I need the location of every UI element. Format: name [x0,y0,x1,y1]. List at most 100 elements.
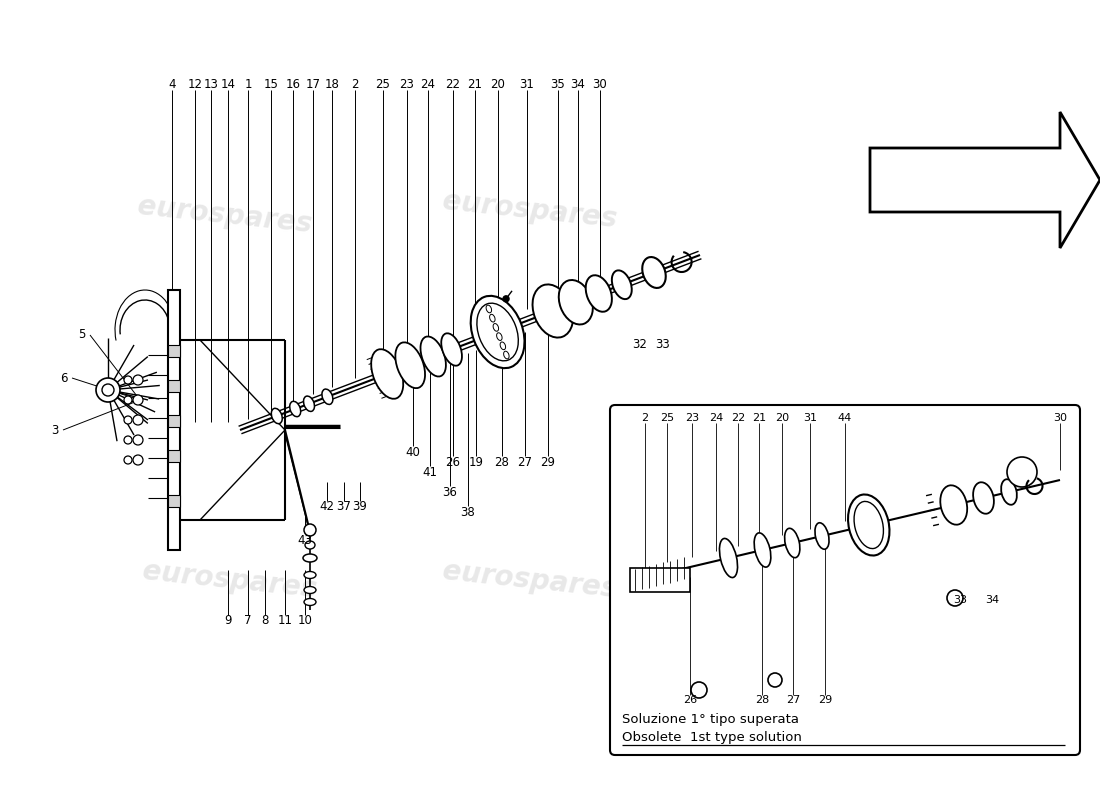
Circle shape [133,375,143,385]
Text: 22: 22 [730,413,745,423]
Text: 36: 36 [442,486,458,498]
Text: Obsolete  1st type solution: Obsolete 1st type solution [621,731,802,745]
Text: 20: 20 [491,78,505,91]
Polygon shape [870,112,1100,248]
Text: 19: 19 [469,455,484,469]
Text: eurospares: eurospares [441,187,618,233]
Ellipse shape [940,486,967,525]
Ellipse shape [815,522,829,550]
FancyBboxPatch shape [610,405,1080,755]
Text: 1: 1 [244,78,252,91]
Bar [630,568,690,592]
Text: 20: 20 [774,413,789,423]
Text: 31: 31 [519,78,535,91]
Text: 26: 26 [446,455,461,469]
Text: 37: 37 [337,501,351,514]
Circle shape [133,435,143,445]
Bar [168,380,180,392]
Text: 29: 29 [818,695,832,705]
Text: 3: 3 [52,423,58,437]
Ellipse shape [784,528,800,558]
Text: 43: 43 [298,534,312,546]
Text: 38: 38 [461,506,475,518]
Text: 44: 44 [838,413,853,423]
Circle shape [133,395,143,405]
Text: 8: 8 [262,614,268,626]
Circle shape [124,436,132,444]
Ellipse shape [305,541,315,549]
Text: 17: 17 [306,78,320,91]
Ellipse shape [504,351,509,359]
Text: 24: 24 [420,78,436,91]
Ellipse shape [974,482,994,514]
Text: 6: 6 [60,371,68,385]
Ellipse shape [395,342,425,388]
Text: 24: 24 [708,413,723,423]
Ellipse shape [493,323,498,331]
Ellipse shape [755,533,771,567]
Text: 30: 30 [1053,413,1067,423]
Text: 15: 15 [264,78,278,91]
Text: 27: 27 [785,695,800,705]
Ellipse shape [642,257,666,288]
Ellipse shape [1001,479,1016,505]
Text: 25: 25 [375,78,390,91]
Text: 14: 14 [220,78,235,91]
Text: 33: 33 [953,595,967,605]
Text: 9: 9 [224,614,232,626]
Text: 16: 16 [286,78,300,91]
Text: 28: 28 [495,455,509,469]
Circle shape [124,376,132,384]
Ellipse shape [304,571,316,578]
Ellipse shape [486,305,492,313]
Text: 10: 10 [298,614,312,626]
Text: 33: 33 [656,338,670,351]
Bar [168,450,180,462]
Text: 2: 2 [641,413,649,423]
Ellipse shape [420,337,446,377]
Circle shape [947,590,962,606]
Ellipse shape [559,280,593,325]
Text: 40: 40 [406,446,420,458]
Text: 11: 11 [277,614,293,626]
Circle shape [133,455,143,465]
Text: 23: 23 [399,78,415,91]
Text: 34: 34 [984,595,999,605]
Text: 12: 12 [187,78,202,91]
Text: 32: 32 [632,338,648,351]
Text: 30: 30 [593,78,607,91]
Text: 4: 4 [168,78,176,91]
Text: 7: 7 [244,614,252,626]
Circle shape [768,673,782,687]
Ellipse shape [848,494,890,555]
Circle shape [124,456,132,464]
Ellipse shape [719,538,737,578]
Ellipse shape [272,408,283,424]
Text: 31: 31 [803,413,817,423]
Text: 29: 29 [540,455,556,469]
Ellipse shape [490,314,495,322]
Circle shape [503,296,509,302]
Text: eurospares: eurospares [136,192,314,238]
Text: 27: 27 [517,455,532,469]
Text: eurospares: eurospares [141,557,319,603]
Bar [168,415,180,427]
Ellipse shape [854,502,883,549]
Ellipse shape [585,275,612,312]
Circle shape [124,416,132,424]
Ellipse shape [322,389,333,405]
Ellipse shape [371,349,404,399]
Text: 2: 2 [351,78,359,91]
Ellipse shape [496,333,502,341]
Text: 26: 26 [683,695,697,705]
Text: 22: 22 [446,78,461,91]
Text: 18: 18 [324,78,340,91]
Circle shape [96,378,120,402]
Text: 35: 35 [551,78,565,91]
Text: 42: 42 [319,501,334,514]
Text: 13: 13 [204,78,219,91]
Text: Soluzione 1° tipo superata: Soluzione 1° tipo superata [621,714,799,726]
Circle shape [1006,457,1037,487]
Ellipse shape [477,303,518,361]
Text: 23: 23 [685,413,700,423]
